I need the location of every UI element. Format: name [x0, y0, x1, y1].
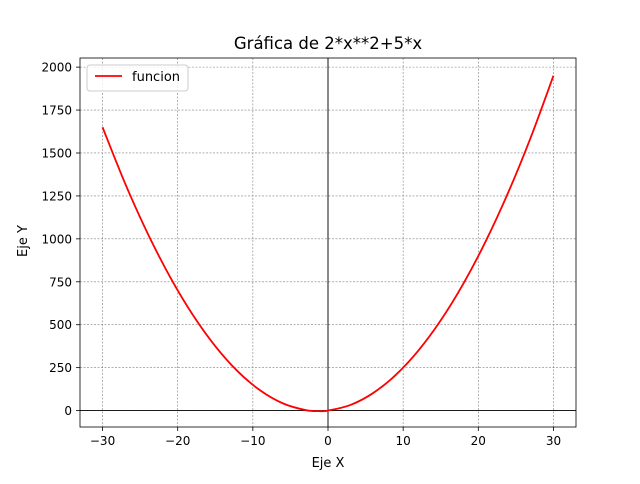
- y-axis-label: Eje Y: [16, 225, 31, 257]
- series-layer: [101, 75, 555, 413]
- y-tick-label: 1750: [41, 104, 72, 118]
- y-tick-label: 1500: [41, 146, 72, 160]
- legend-label-funcion: funcion: [132, 70, 180, 85]
- y-tick-label: 250: [49, 361, 72, 375]
- y-axis-ticks: 0 250 500 750 1000 1250 1500 1750 2000: [41, 61, 80, 418]
- y-tick-label: 0: [64, 404, 72, 418]
- x-axis-label: Eje X: [312, 456, 345, 471]
- x-tick-label: 30: [546, 434, 561, 448]
- chart-title: Gráfica de 2*x**2+5*x: [234, 34, 422, 53]
- x-tick-label: 10: [396, 434, 411, 448]
- y-tick-label: 1000: [41, 232, 72, 246]
- y-tick-label: 1250: [41, 189, 72, 203]
- y-tick-label: 2000: [41, 61, 72, 75]
- x-tick-label: −10: [240, 434, 265, 448]
- x-tick-label: 20: [471, 434, 486, 448]
- x-tick-label: 0: [324, 434, 332, 448]
- y-tick-label: 750: [49, 275, 72, 289]
- x-tick-label: −20: [165, 434, 190, 448]
- x-tick-label: −30: [90, 434, 115, 448]
- legend: funcion: [86, 64, 189, 92]
- y-tick-label: 500: [49, 318, 72, 332]
- legend-box: [86, 64, 189, 92]
- x-axis-ticks: −30 −20 −10 0 10 20 30: [90, 427, 561, 448]
- series-line-funcion: [101, 75, 555, 413]
